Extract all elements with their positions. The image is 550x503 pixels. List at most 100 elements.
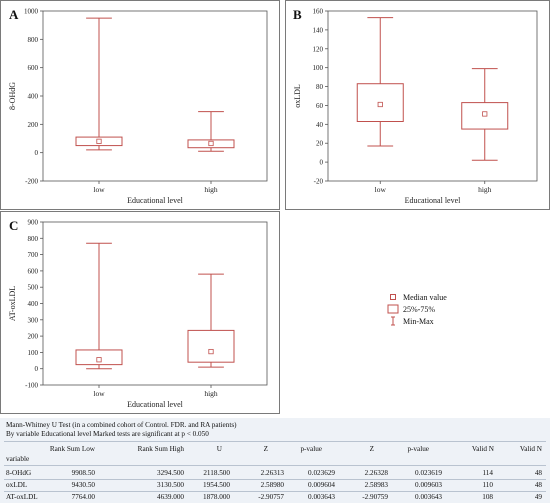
table-cell: 4639.000	[157, 493, 184, 501]
table-cell: -2.90757	[258, 493, 284, 501]
median-marker	[482, 111, 488, 117]
box-iqr	[187, 329, 235, 363]
header-z: Z	[263, 445, 268, 453]
x-tick-label: high	[478, 185, 492, 194]
legend: Median value 25%-75% Min-Max	[386, 291, 447, 327]
y-tick-label: 600	[28, 267, 39, 275]
y-tick-label: 100	[313, 64, 324, 72]
y-tick-label: 800	[28, 235, 39, 243]
stats-divider-row	[4, 491, 546, 492]
header-p-value: p-value	[300, 445, 322, 453]
header-valid-n-low: Valid N	[471, 445, 494, 453]
panel-c-letter: C	[9, 218, 19, 233]
x-tick-label: low	[375, 185, 387, 194]
y-tick-label: 0	[35, 365, 39, 373]
row-variable: AT-oxLDL	[6, 493, 38, 501]
x-tick-label: high	[204, 185, 218, 194]
table-cell: 7764.00	[71, 493, 95, 501]
y-tick-label: 140	[313, 26, 324, 34]
header-rank-sum-low: Rank Sum Low	[49, 445, 95, 453]
y-tick-label: 400	[28, 300, 39, 308]
table-cell: 1954.500	[203, 481, 230, 489]
chart-c: -100 0 100 200 300 400 500 600 700 800 900 AT-oxLDL…	[8, 219, 268, 409]
table-cell: 2.58983	[364, 481, 388, 489]
box-marker-icon	[386, 304, 400, 314]
legend-label-box: 25%-75%	[403, 304, 435, 314]
chart-a: -200 0 200 400 600 800 1000 8-OHdG low high Educat…	[8, 8, 268, 205]
table-cell: 1878.000	[203, 493, 230, 501]
table-cell: 0.009603	[415, 481, 442, 489]
y-tick-label: 400	[28, 93, 39, 101]
table-cell: 114	[482, 469, 493, 477]
panel-c: C -100 0 100 200 300 400 500 600 700 800 900 AT-oxL…	[0, 211, 280, 414]
panel-a-letter: A	[9, 7, 19, 22]
header-u: U	[216, 445, 222, 453]
median-marker	[377, 101, 383, 108]
stats-table: Mann-Whitney U Test (in a combined cohor…	[0, 418, 550, 503]
header-p-value-adjusted: p-value	[407, 445, 429, 453]
panel-a: A -200 0 200 400 600 800 1000 8-OHdG low high Educ…	[0, 0, 280, 210]
y-tick-label: 800	[28, 36, 39, 44]
median-marker-icon	[386, 292, 400, 302]
legend-label-median: Median value	[403, 292, 447, 302]
table-cell: 2118.500	[203, 469, 230, 477]
median-marker	[96, 138, 102, 144]
header-variable: variable	[6, 455, 30, 463]
y-tick-label: 20	[316, 140, 324, 148]
y-tick-label: 0	[320, 159, 324, 167]
table-cell: 9430.50	[71, 481, 95, 489]
table-cell: 0.009604	[308, 481, 335, 489]
y-tick-label: 500	[28, 284, 39, 292]
x-tick-label: low	[93, 185, 105, 194]
table-cell: 49	[534, 493, 542, 501]
y-tick-label: -200	[25, 178, 38, 186]
table-cell: 48	[534, 469, 542, 477]
y-tick-label: 0	[35, 149, 39, 157]
y-tick-label: 1000	[24, 8, 39, 16]
x-tick-label: high	[204, 389, 218, 398]
y-axis-label: oxLDL	[293, 84, 302, 108]
y-tick-label: -20	[314, 178, 324, 186]
row-variable: 8-OHdG	[6, 469, 32, 477]
y-tick-label: 900	[28, 219, 39, 227]
table-cell: 3294.500	[157, 469, 184, 477]
median-marker	[208, 140, 214, 147]
y-tick-label: 60	[316, 102, 324, 110]
table-cell: 0.003643	[308, 493, 335, 501]
x-axis-label: Educational level	[127, 196, 184, 205]
whisker-marker-icon	[386, 316, 400, 326]
y-tick-label: 700	[28, 251, 39, 259]
table-cell: 0.023629	[308, 469, 335, 477]
y-tick-label: 200	[28, 333, 39, 341]
legend-item-whisker: Min-Max	[386, 315, 447, 327]
plot-area-frame	[42, 10, 268, 182]
y-tick-label: 120	[313, 45, 324, 53]
table-cell: 2.26328	[364, 469, 388, 477]
header-valid-n-high: Valid N	[519, 445, 542, 453]
table-cell: 110	[482, 481, 493, 489]
y-tick-label: 300	[28, 316, 39, 324]
stats-caption-1: Mann-Whitney U Test (in a combined cohor…	[6, 421, 237, 429]
x-axis-label: Educational level	[405, 196, 462, 205]
stats-caption-2: By variable Educational level Marked tes…	[6, 430, 209, 438]
header-z-adjusted: Z	[369, 445, 374, 453]
table-cell: 48	[534, 481, 542, 489]
y-axis-label: 8-OHdG	[8, 82, 17, 110]
stats-divider-row	[4, 479, 546, 480]
y-tick-label: -100	[25, 382, 38, 390]
legend-label-whisker: Min-Max	[403, 316, 434, 326]
table-cell: -2.90759	[362, 493, 388, 501]
chart-b: -20 0 20 40 60 80 100 120 140 160 oxLDL low high Educ…	[293, 8, 538, 205]
y-tick-label: 100	[28, 349, 39, 357]
table-cell: 2.58980	[260, 481, 284, 489]
y-tick-label: 40	[316, 121, 324, 129]
table-cell: 9908.50	[71, 469, 95, 477]
row-variable: oxLDL	[6, 481, 28, 489]
x-axis-label: Educational level	[127, 400, 184, 409]
table-cell: 2.26313	[260, 469, 284, 477]
stats-divider-header	[4, 465, 546, 466]
x-tick-label: low	[93, 389, 105, 398]
median-marker	[96, 357, 102, 363]
stats-divider-top	[4, 441, 546, 442]
y-tick-label: 600	[28, 64, 39, 72]
